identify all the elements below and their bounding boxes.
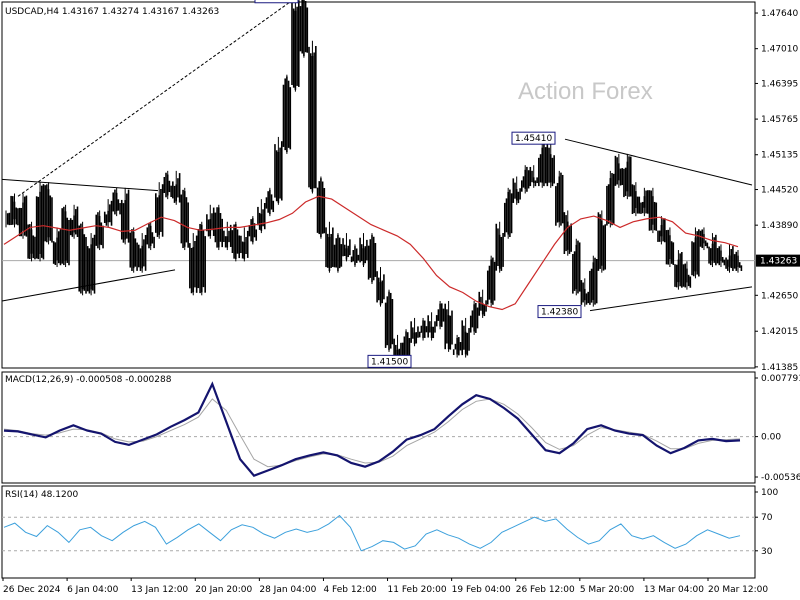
annotation-label: 1.47910: [258, 0, 295, 3]
x-tick-label: 4 Feb 12:00: [323, 585, 377, 595]
panel-frame-2: [1, 485, 756, 579]
rsi-title: RSI(14) 48.1200: [5, 490, 78, 500]
x-tick-label: 26 Feb 12:00: [516, 585, 575, 595]
y-tick-label: 1.41385: [761, 363, 798, 373]
annotation-box: [254, 0, 299, 4]
macd-tick-label: 0.007791: [761, 374, 800, 384]
x-tick-label: 6 Jan 04:00: [67, 585, 119, 595]
panel-frames: [1, 1, 756, 579]
macd-title: MACD(12,26,9) -0.000508 -0.000288: [5, 375, 172, 385]
x-tick-label: 13 Mar 04:00: [644, 585, 704, 595]
main-chart-title: USDCAD,H4 1.43167 1.43274 1.43167 1.4326…: [5, 7, 219, 17]
y-tick-label: 1.45135: [761, 151, 798, 161]
grid-lines: [2, 260, 755, 552]
y-tick-label: 1.43890: [761, 221, 798, 231]
watermark: Action Forex: [518, 78, 653, 105]
current-price-label: 1.43263: [760, 257, 797, 267]
y-tick-label: 1.47640: [761, 9, 798, 19]
panel-frame-1: [1, 371, 756, 484]
trendline: [1, 178, 159, 192]
trendline: [564, 138, 753, 186]
x-tick-label: 20 Jan 20:00: [195, 585, 252, 595]
y-tick-label: 1.45765: [761, 115, 798, 125]
rsi-tick-label: 70: [761, 513, 773, 523]
trendline: [17, 0, 294, 197]
rsi-line: [3, 514, 741, 552]
annotation-label: 1.42380: [541, 308, 578, 318]
trendline: [1, 269, 176, 302]
x-tick-label: 26 Dec 2024: [3, 585, 61, 595]
x-tick-label: 20 Mar 12:00: [708, 585, 768, 595]
y-axis-labels: 1.47640 1.47010 1.46395 1.45765 1.45135 1.445…: [755, 9, 800, 557]
rsi-tick-label: 100: [761, 488, 778, 498]
x-tick-label: 11 Feb 20:00: [388, 585, 447, 595]
x-tick-label: 28 Jan 04:00: [259, 585, 316, 595]
annotation-box: [511, 131, 556, 145]
x-tick-label: 5 Mar 20:00: [580, 585, 635, 595]
trendlines: [1, 0, 753, 312]
y-tick-label: 1.42650: [761, 291, 798, 301]
y-tick-label: 1.46395: [761, 79, 798, 89]
macd-tick-label: 0.00: [761, 433, 781, 443]
annotation-label: 1.41500: [371, 357, 408, 367]
y-tick-label: 1.42015: [761, 327, 798, 337]
moving-average-line: [3, 195, 739, 311]
annotation-box: [367, 354, 412, 368]
price-annotations: 1.47910 1.45410 1.42380 1.41500: [254, 0, 582, 368]
annotation-box: [537, 305, 582, 319]
annotation-label: 1.45410: [515, 134, 552, 144]
rsi-tick-label: 30: [761, 547, 773, 557]
macd-main-line: [3, 381, 741, 478]
y-tick-label: 1.47010: [761, 45, 798, 55]
panel-frame-0: [1, 1, 756, 369]
x-tick-label: 19 Feb 04:00: [452, 585, 511, 595]
current-price-box: [756, 254, 800, 267]
line-series: [3, 195, 741, 552]
candle-series: [5, 0, 743, 364]
y-tick-label: 1.44520: [761, 186, 798, 196]
x-axis-labels: 26 Dec 2024 6 Jan 04:00 13 Jan 12:00 20 Jan…: [2, 578, 768, 595]
x-tick-label: 13 Jan 12:00: [131, 585, 188, 595]
trendline: [589, 286, 753, 312]
macd-tick-label: -0.005367: [761, 473, 800, 483]
